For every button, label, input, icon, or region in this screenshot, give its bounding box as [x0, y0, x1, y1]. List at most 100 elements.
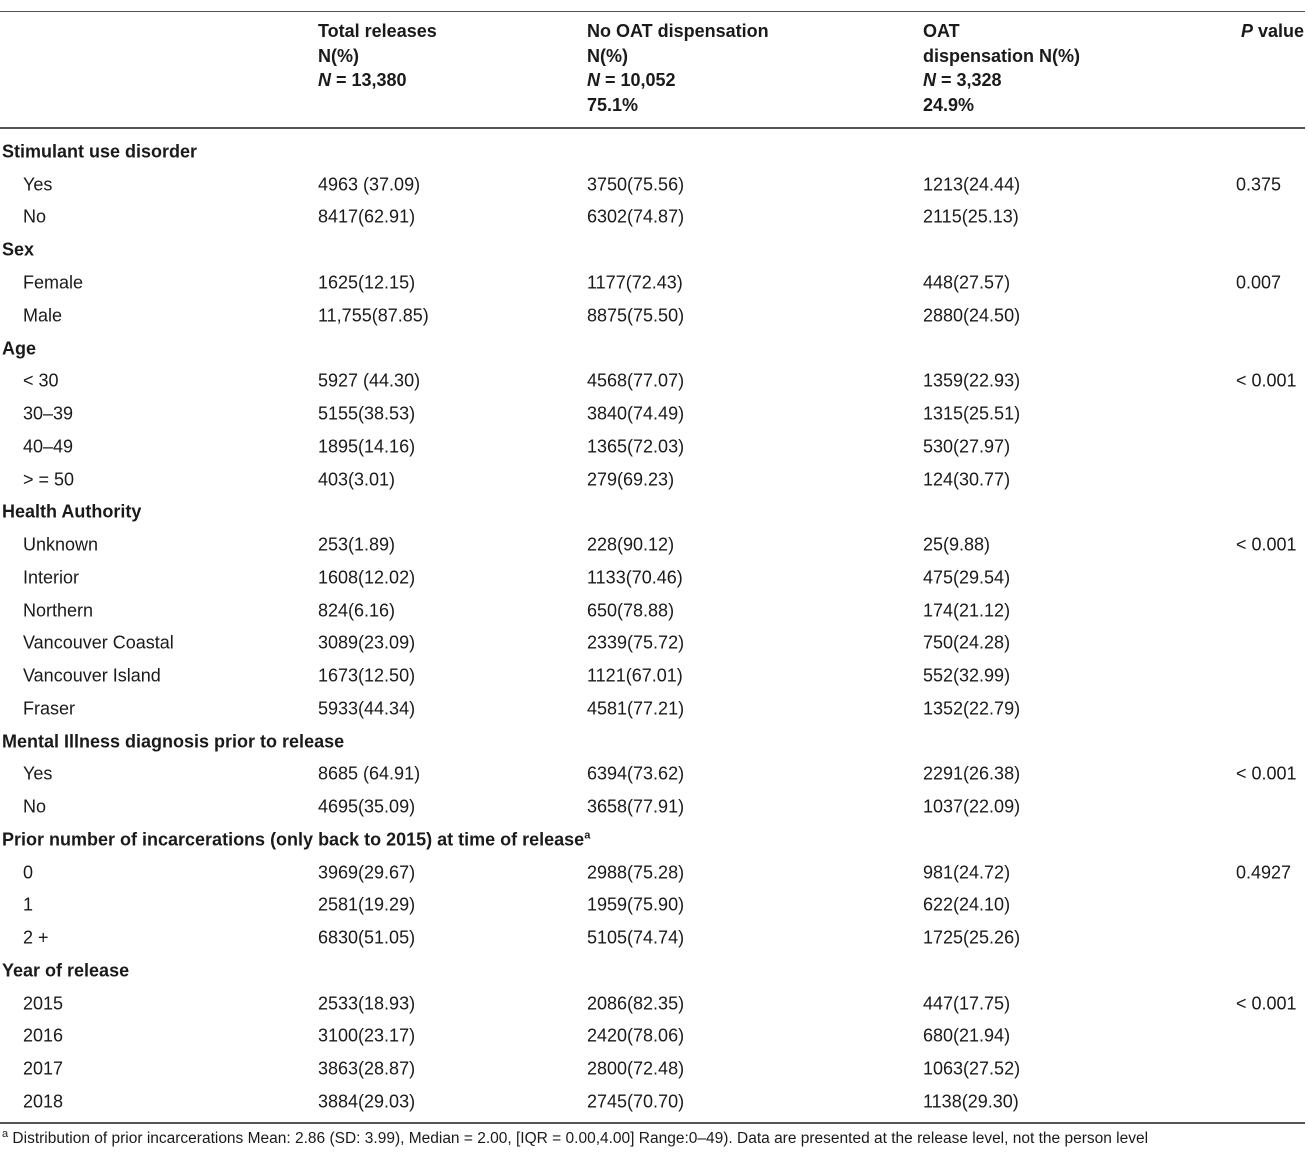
header-oat: OAT dispensation N(%) N = 3,328 24.9% — [923, 19, 1080, 117]
cell-oat: 552(32.99) — [923, 665, 1011, 686]
header-line: dispensation N(%) — [923, 45, 1081, 66]
table-row: Female 1625(12.15) 1177(72.43) 448(27.57) 0.… — [0, 267, 1305, 300]
table-row: < 30 5927 (44.30) 4568(77.07) 1359(22.93) < … — [0, 365, 1305, 398]
cell-oat: 2115(25.13) — [923, 206, 1019, 227]
header-line: OAT — [923, 21, 960, 41]
group-header-row: Health Authority — [0, 496, 1305, 529]
footnote-marker: a — [2, 1127, 9, 1140]
cell-oat: 1315(25.51) — [923, 403, 1021, 424]
row-label: No — [23, 796, 47, 817]
cell-oat: 1359(22.93) — [923, 370, 1021, 391]
cell-total-releases: 2533(18.93) — [318, 993, 416, 1014]
cell-no-oat: 3840(74.49) — [587, 403, 685, 424]
cell-no-oat: 6302(74.87) — [587, 206, 685, 227]
group-header-row: Year of release — [0, 955, 1305, 988]
cell-total-releases: 1625(12.15) — [318, 272, 416, 293]
cell-p-value: < 0.001 — [1236, 534, 1297, 555]
cell-oat: 25(9.88) — [923, 534, 991, 555]
cell-oat: 680(21.94) — [923, 1025, 1011, 1046]
table-row: 40–49 1895(14.16) 1365(72.03) 530(27.97) — [0, 430, 1305, 463]
group-header-row: Mental Illness diagnosis prior to releas… — [0, 725, 1305, 758]
cell-oat: 981(24.72) — [923, 862, 1011, 883]
cell-p-value: 0.4927 — [1236, 862, 1292, 883]
group-label: Health Authority — [2, 501, 142, 522]
row-label: > = 50 — [23, 469, 75, 490]
row-label: Northern — [23, 600, 94, 621]
table-bottom-rule — [0, 1122, 1305, 1124]
cell-oat: 124(30.77) — [923, 469, 1011, 490]
table-row: 2018 3884(29.03) 2745(70.70) 1138(29.30) — [0, 1086, 1305, 1119]
row-label: < 30 — [23, 370, 59, 391]
header-line: N(%) — [318, 45, 359, 66]
cell-p-value: < 0.001 — [1236, 370, 1297, 391]
header-line: N = 10,052 — [587, 70, 676, 90]
header-p-italic: P — [1240, 21, 1253, 41]
cell-p-value: 0.375 — [1236, 174, 1282, 195]
cell-no-oat: 1959(75.90) — [587, 894, 685, 915]
table-row: No 4695(35.09) 3658(77.91) 1037(22.09) — [0, 791, 1305, 824]
cell-oat: 1037(22.09) — [923, 796, 1021, 817]
cell-total-releases: 1608(12.02) — [318, 567, 416, 588]
cell-oat: 475(29.54) — [923, 567, 1011, 588]
table-row: Yes 4963 (37.09) 3750(75.56) 1213(24.44) 0.3… — [0, 168, 1305, 201]
cell-no-oat: 2086(82.35) — [587, 993, 685, 1014]
cell-oat: 448(27.57) — [923, 272, 1011, 293]
cell-total-releases: 1895(14.16) — [318, 436, 416, 457]
table-row: > = 50 403(3.01) 279(69.23) 124(30.77) — [0, 463, 1305, 496]
cell-oat: 1063(27.52) — [923, 1058, 1021, 1079]
cell-no-oat: 3750(75.56) — [587, 174, 685, 195]
row-label: 1 — [23, 894, 34, 915]
row-label: Fraser — [23, 698, 76, 719]
cell-total-releases: 6830(51.05) — [318, 927, 416, 948]
header-line: 24.9% — [923, 94, 975, 115]
header-line: 75.1% — [587, 94, 639, 115]
table-row: Vancouver Island 1673(12.50) 1121(67.01) 55… — [0, 660, 1305, 693]
cell-oat: 1352(22.79) — [923, 698, 1021, 719]
table-row: No 8417(62.91) 6302(74.87) 2115(25.13) — [0, 201, 1305, 234]
cell-no-oat: 8875(75.50) — [587, 305, 685, 326]
header-line: Total releases — [318, 21, 437, 41]
cell-no-oat: 650(78.88) — [587, 600, 675, 621]
cell-p-value: < 0.001 — [1236, 763, 1297, 784]
table-row: 30–39 5155(38.53) 3840(74.49) 1315(25.51) — [0, 398, 1305, 431]
table-row: 2016 3100(23.17) 2420(78.06) 680(21.94) — [0, 1020, 1305, 1053]
footnote-ref: a — [584, 829, 591, 842]
group-label: Mental Illness diagnosis prior to releas… — [2, 731, 345, 752]
cell-total-releases: 3884(29.03) — [318, 1091, 416, 1112]
n-symbol: N — [923, 70, 936, 90]
table-row: 2 + 6830(51.05) 5105(74.74) 1725(25.26) — [0, 922, 1305, 955]
table-row: 2017 3863(28.87) 2800(72.48) 1063(27.52) — [0, 1053, 1305, 1086]
row-label: Vancouver Coastal — [23, 632, 174, 653]
cell-no-oat: 4581(77.21) — [587, 698, 685, 719]
cell-p-value: < 0.001 — [1236, 993, 1297, 1014]
group-header-row: Stimulant use disorder — [0, 136, 1305, 169]
cell-no-oat: 2988(75.28) — [587, 862, 685, 883]
row-label: 2 + — [23, 927, 49, 948]
row-label: 30–39 — [23, 403, 74, 424]
row-label: No — [23, 206, 47, 227]
table-row: 0 3969(29.67) 2988(75.28) 981(24.72) 0.4927 — [0, 856, 1305, 889]
cell-total-releases: 3863(28.87) — [318, 1058, 416, 1079]
row-label: Vancouver Island — [23, 665, 161, 686]
row-label: 2017 — [23, 1058, 64, 1079]
header-p-value: P value — [1241, 19, 1304, 44]
table-row: Unknown 253(1.89) 228(90.12) 25(9.88) < 0.00… — [0, 529, 1305, 562]
n-symbol: N — [587, 70, 600, 90]
cell-total-releases: 11,755(87.85) — [318, 305, 429, 326]
cell-total-releases: 3100(23.17) — [318, 1025, 416, 1046]
cell-no-oat: 279(69.23) — [587, 469, 675, 490]
cell-oat: 1138(29.30) — [923, 1091, 1019, 1112]
cell-no-oat: 1365(72.03) — [587, 436, 685, 457]
row-label: Yes — [23, 174, 53, 195]
cell-no-oat: 6394(73.62) — [587, 763, 685, 784]
row-label: Male — [23, 305, 63, 326]
row-label: Yes — [23, 763, 53, 784]
cell-total-releases: 403(3.01) — [318, 469, 396, 490]
cell-no-oat: 1177(72.43) — [587, 272, 683, 293]
cell-no-oat: 5105(74.74) — [587, 927, 685, 948]
table-row: Fraser 5933(44.34) 4581(77.21) 1352(22.79) — [0, 693, 1305, 726]
row-label: 2018 — [23, 1091, 64, 1112]
table-row: Northern 824(6.16) 650(78.88) 174(21.12) — [0, 594, 1305, 627]
cell-oat: 1725(25.26) — [923, 927, 1021, 948]
cell-total-releases: 8685 (64.91) — [318, 763, 421, 784]
